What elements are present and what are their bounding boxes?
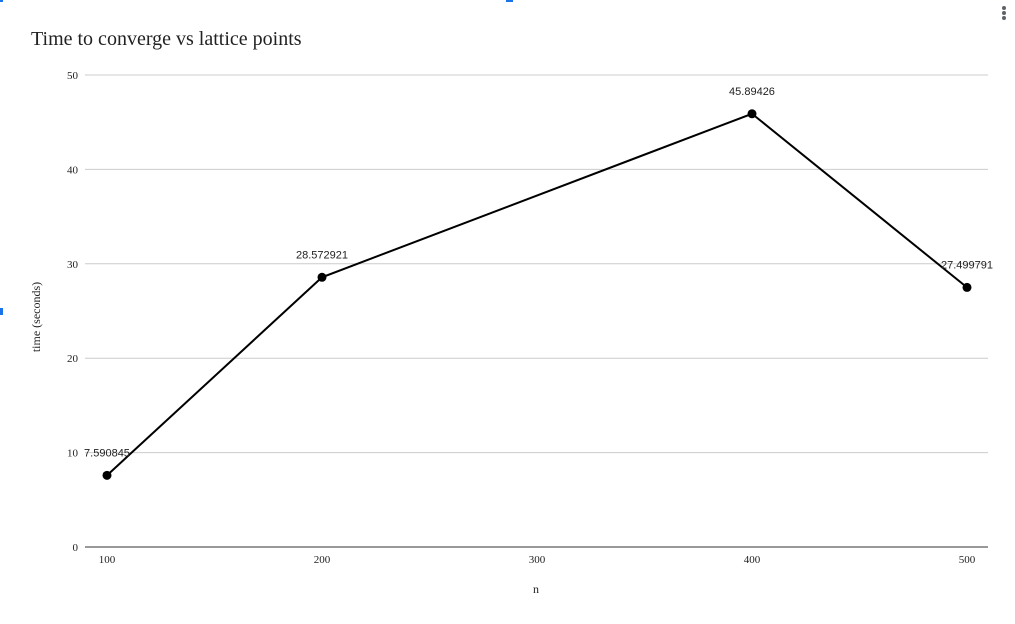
x-axis-ticks: 100 200 300 400 500 xyxy=(99,554,976,566)
data-label: 45.89426 xyxy=(729,86,775,98)
more-vert-dot-1 xyxy=(1002,6,1006,10)
series-layer xyxy=(102,109,972,480)
selection-handle-top[interactable] xyxy=(506,0,513,2)
data-label: 28.572921 xyxy=(296,249,348,261)
gridlines xyxy=(85,74,988,454)
data-point xyxy=(962,282,972,292)
y-tick-label: 30 xyxy=(67,259,79,271)
chart-title: Time to converge vs lattice points xyxy=(31,28,302,50)
x-tick-label: 400 xyxy=(744,554,761,566)
data-point xyxy=(102,470,112,480)
data-point xyxy=(317,272,327,282)
y-tick-label: 0 xyxy=(73,542,79,554)
y-tick-label: 20 xyxy=(67,353,79,365)
y-tick-label: 10 xyxy=(67,448,79,460)
series-line xyxy=(106,112,968,477)
more-vert-dot-3 xyxy=(1002,16,1006,20)
data-label: 27.499791 xyxy=(941,259,993,271)
more-vert-icon xyxy=(1002,6,1006,20)
data-labels: 7.590845 28.572921 45.89426 27.499791 xyxy=(84,86,993,460)
x-axis-title: n xyxy=(533,582,539,596)
y-axis-title: time (seconds) xyxy=(29,282,43,352)
y-tick-label: 50 xyxy=(67,70,79,82)
data-point xyxy=(747,109,757,119)
chart-menu-button[interactable] xyxy=(994,2,1014,26)
x-tick-label: 300 xyxy=(529,554,546,566)
data-label: 7.590845 xyxy=(84,447,130,459)
x-tick-label: 200 xyxy=(314,554,331,566)
more-vert-dot-2 xyxy=(1002,11,1006,15)
x-tick-label: 500 xyxy=(959,554,976,566)
selection-handle-left[interactable] xyxy=(0,308,3,315)
y-tick-label: 40 xyxy=(67,164,79,176)
y-axis-ticks: 0 10 20 30 40 50 xyxy=(67,70,79,554)
selection-handle-top-left[interactable] xyxy=(0,0,3,2)
x-tick-label: 100 xyxy=(99,554,116,566)
